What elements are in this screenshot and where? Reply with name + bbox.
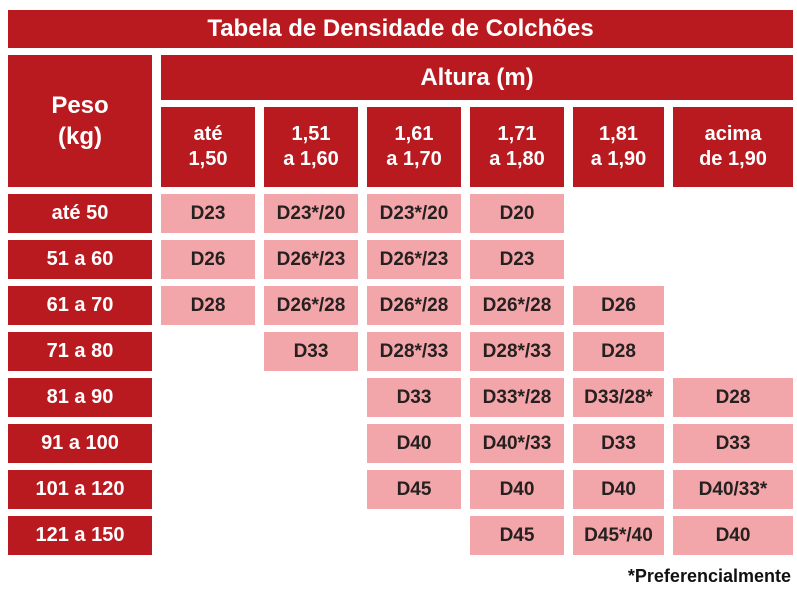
density-table: Tabela de Densidade de Colchões Peso (kg… — [8, 10, 793, 590]
density-cell: D40 — [470, 470, 564, 509]
row-label: 61 a 70 — [8, 286, 152, 325]
density-cell: D26 — [161, 240, 255, 279]
density-cell — [161, 424, 255, 463]
density-cell — [673, 286, 793, 325]
density-cell: D33/28* — [573, 378, 664, 417]
table-title: Tabela de Densidade de Colchões — [8, 10, 793, 48]
height-col-header-6: acima de 1,90 — [673, 107, 793, 187]
density-cell: D33 — [673, 424, 793, 463]
density-cell — [264, 424, 358, 463]
height-col-header-4: 1,71 a 1,80 — [470, 107, 564, 187]
density-cell: D33 — [264, 332, 358, 371]
density-cell: D26 — [573, 286, 664, 325]
density-cell — [161, 332, 255, 371]
row-label: 91 a 100 — [8, 424, 152, 463]
density-cell — [264, 378, 358, 417]
row-label: 121 a 150 — [8, 516, 152, 555]
row-label: 81 a 90 — [8, 378, 152, 417]
density-cell — [573, 194, 664, 233]
density-cell: D26*/28 — [470, 286, 564, 325]
density-cell — [573, 240, 664, 279]
density-cell: D33*/28 — [470, 378, 564, 417]
density-cell: D26*/23 — [264, 240, 358, 279]
preference-footnote: *Preferencialmente — [627, 565, 791, 586]
row-label: 101 a 120 — [8, 470, 152, 509]
density-cell: D28 — [161, 286, 255, 325]
density-cell — [264, 470, 358, 509]
height-col-header-3: 1,61 a 1,70 — [367, 107, 461, 187]
density-cell: D40 — [673, 516, 793, 555]
density-cell — [673, 194, 793, 233]
density-cell — [367, 516, 461, 555]
density-cell: D26*/23 — [367, 240, 461, 279]
density-cell: D23*/20 — [367, 194, 461, 233]
row-label: até 50 — [8, 194, 152, 233]
row-label: 71 a 80 — [8, 332, 152, 371]
height-col-header-5: 1,81 a 1,90 — [573, 107, 664, 187]
density-cell — [161, 470, 255, 509]
density-cell — [161, 516, 255, 555]
row-label: 51 a 60 — [8, 240, 152, 279]
height-group-header: Altura (m) — [161, 55, 793, 100]
density-cell: D23 — [470, 240, 564, 279]
density-cell: D40 — [367, 424, 461, 463]
weight-column-header: Peso (kg) — [8, 55, 152, 187]
density-cell: D45 — [367, 470, 461, 509]
density-cell: D28 — [673, 378, 793, 417]
density-cell: D28 — [573, 332, 664, 371]
density-cell: D40 — [573, 470, 664, 509]
density-cell: D26*/28 — [264, 286, 358, 325]
density-cell: D26*/28 — [367, 286, 461, 325]
density-cell: D40/33* — [673, 470, 793, 509]
density-cell — [161, 378, 255, 417]
density-cell — [264, 516, 358, 555]
density-cell: D23*/20 — [264, 194, 358, 233]
density-cell: D45 — [470, 516, 564, 555]
density-cell: D28*/33 — [367, 332, 461, 371]
density-cell: D33 — [367, 378, 461, 417]
height-col-header-2: 1,51 a 1,60 — [264, 107, 358, 187]
density-cell: D23 — [161, 194, 255, 233]
density-cell: D28*/33 — [470, 332, 564, 371]
density-cell: D45*/40 — [573, 516, 664, 555]
density-cell: D33 — [573, 424, 664, 463]
density-cell — [673, 240, 793, 279]
density-cell: D40*/33 — [470, 424, 564, 463]
density-cell: D20 — [470, 194, 564, 233]
height-col-header-1: até 1,50 — [161, 107, 255, 187]
density-cell — [673, 332, 793, 371]
